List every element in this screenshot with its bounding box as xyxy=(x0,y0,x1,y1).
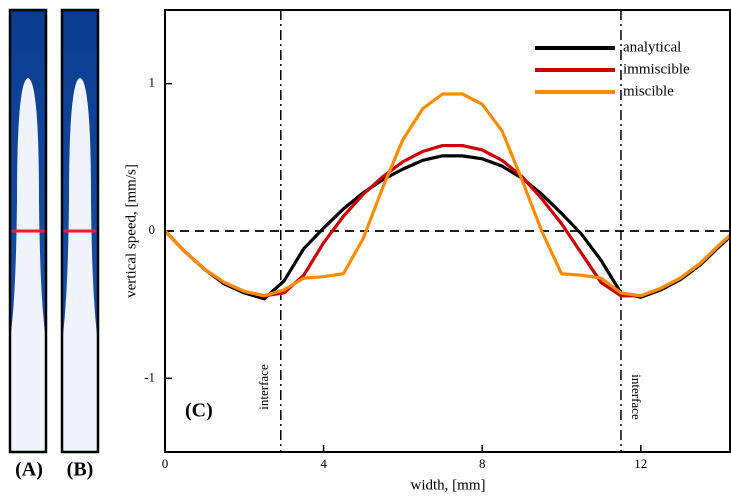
x-tick-label: 0 xyxy=(162,456,169,471)
y-axis-label: vertical speed, [mm/s] xyxy=(123,164,139,298)
interface-label: interface xyxy=(256,364,271,410)
series-line xyxy=(163,92,731,298)
x-tick-label: 4 xyxy=(320,456,327,471)
series-line xyxy=(163,143,731,298)
plot-frame xyxy=(164,9,731,453)
legend-label: analytical xyxy=(623,39,681,55)
legend-label: miscible xyxy=(623,83,674,99)
y-tick-label: -1 xyxy=(144,369,155,384)
panel-label: (B) xyxy=(67,459,94,481)
panel-b: (B) xyxy=(60,8,100,481)
y-tick-label: 1 xyxy=(149,75,156,90)
x-tick-label: 8 xyxy=(479,456,486,471)
panel-label: (A) xyxy=(15,459,43,481)
x-axis-label: width, [mm] xyxy=(411,477,486,493)
y-tick-label: 0 xyxy=(149,222,156,237)
interface-label: interface xyxy=(629,374,644,420)
legend-label: immiscible xyxy=(623,61,690,77)
panel-a: (A) xyxy=(8,8,48,481)
series-line xyxy=(163,154,731,301)
panel-label: (C) xyxy=(185,400,213,422)
x-tick-label: 12 xyxy=(634,456,647,471)
